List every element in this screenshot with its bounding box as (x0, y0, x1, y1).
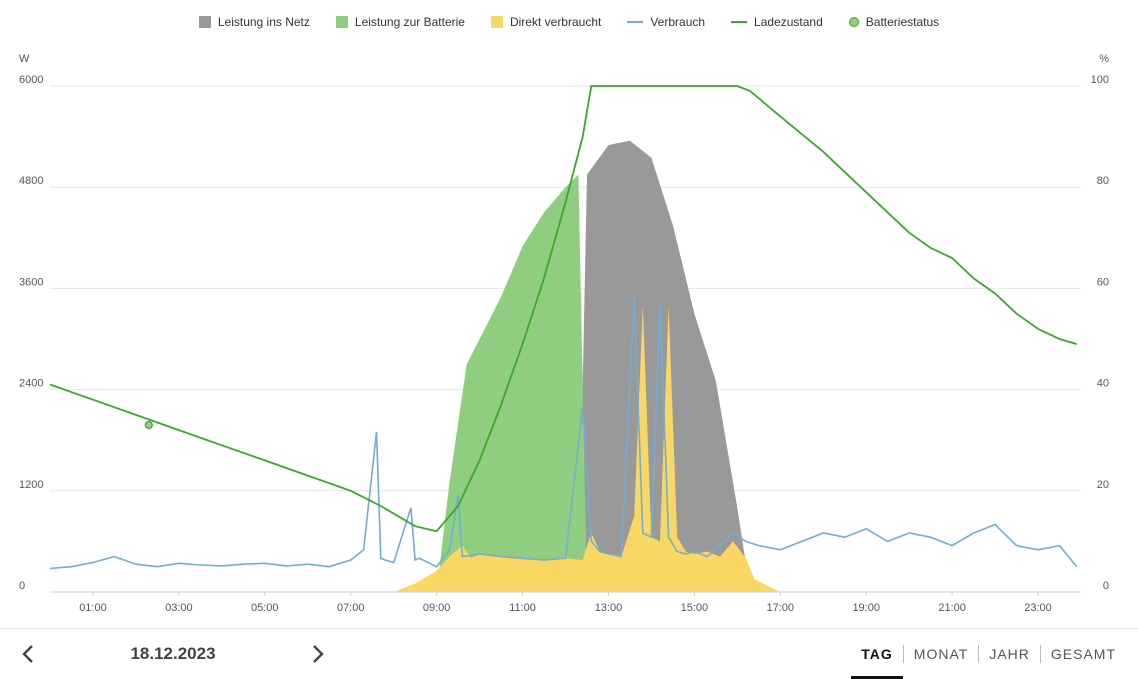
area-direkt-verbraucht (393, 305, 781, 592)
area-leistung-ins-netz (578, 140, 751, 593)
legend-swatch (848, 17, 859, 27)
x-tick-label: 07:00 (337, 602, 365, 614)
tab-divider (902, 645, 904, 663)
legend-item-direkt-verbraucht[interactable]: Direkt verbraucht (490, 15, 602, 29)
y-tick-label-left: 3600 (19, 276, 43, 288)
legend-label: Ladezustand (754, 15, 823, 29)
chevron-left-icon[interactable] (18, 643, 40, 665)
chevron-right-icon[interactable] (306, 643, 328, 665)
tab-monat[interactable]: MONAT (913, 646, 969, 662)
y-tick-label-right: 100 (1091, 74, 1109, 86)
legend-swatch (198, 16, 211, 28)
x-tick-label: 13:00 (595, 602, 623, 614)
y-tick-label-right: 20 (1097, 479, 1109, 491)
legend-item-leistung-ins-netz[interactable]: Leistung ins Netz (198, 15, 310, 29)
legend-label: Batteriestatus (865, 15, 940, 29)
area-leistung-zur-batterie (436, 174, 587, 592)
legend-swatch (627, 21, 644, 23)
y-tick-label-right: 0 (1103, 580, 1109, 592)
tab-jahr[interactable]: JAHR (989, 646, 1030, 662)
legend-label: Leistung zur Batterie (354, 15, 465, 29)
legend-label: Leistung ins Netz (217, 15, 310, 29)
legend-swatch (490, 16, 503, 28)
y-tick-label-left: 0 (19, 580, 25, 592)
x-tick-label: 09:00 (423, 602, 451, 614)
x-tick-label: 19:00 (852, 602, 880, 614)
legend-item-ladezustand[interactable]: Ladezustand (731, 15, 823, 29)
legend-label: Direkt verbraucht (509, 15, 602, 29)
x-tick-label: 21:00 (938, 602, 966, 614)
legend-swatch (731, 21, 748, 23)
line-ladezustand (49, 85, 1077, 533)
tab-tag[interactable]: TAG (851, 629, 903, 679)
chart-legend: Leistung ins Netz Leistung zur Batterie Di… (0, 8, 1138, 36)
tab-divider (1039, 645, 1041, 663)
x-tick-label: 01:00 (79, 602, 107, 614)
y-tick-label-right: 40 (1097, 378, 1109, 390)
legend-item-verbrauch[interactable]: Verbrauch (627, 15, 705, 29)
x-tick-label: 17:00 (767, 602, 795, 614)
date-label[interactable]: 18.12.2023 (130, 644, 216, 663)
y-tick-label-left: 4800 (19, 175, 43, 187)
legend-item-leistung-zur-batterie[interactable]: Leistung zur Batterie (335, 15, 465, 29)
energy-chart: 0 1200 2400 3600 4800 6000 0 20 40 60 80 100 W % 01:00… (19, 53, 1109, 614)
tab-divider (978, 645, 980, 663)
x-tick-label: 05:00 (251, 602, 279, 614)
line-verbrauch (49, 296, 1078, 570)
x-tick-label: 11:00 (509, 602, 536, 614)
y-tick-label-right: 60 (1097, 276, 1109, 288)
legend-swatch (335, 16, 348, 28)
y-tick-label-right: 80 (1097, 175, 1109, 187)
date-navigation-bar: 18.12.2023 TAG MONAT JAHR GESAMT (0, 628, 1138, 679)
y-tick-label-left: 1200 (19, 479, 43, 491)
y-tick-label-left: 6000 (19, 74, 43, 86)
y-axis-unit-right: % (1099, 53, 1109, 65)
y-axis-unit-left: W (19, 53, 30, 65)
period-tabs: TAG MONAT JAHR GESAMT (851, 629, 1126, 679)
x-tick-label: 23:00 (1024, 602, 1052, 614)
y-tick-label-left: 2400 (19, 378, 43, 390)
tab-gesamt[interactable]: GESAMT (1050, 646, 1116, 662)
x-tick-label: 15:00 (681, 602, 709, 614)
legend-item-batteriestatus[interactable]: Batteriestatus (848, 15, 940, 29)
x-tick-label: 03:00 (165, 602, 193, 614)
legend-label: Verbrauch (650, 15, 706, 29)
batteriestatus-marker (144, 420, 153, 430)
